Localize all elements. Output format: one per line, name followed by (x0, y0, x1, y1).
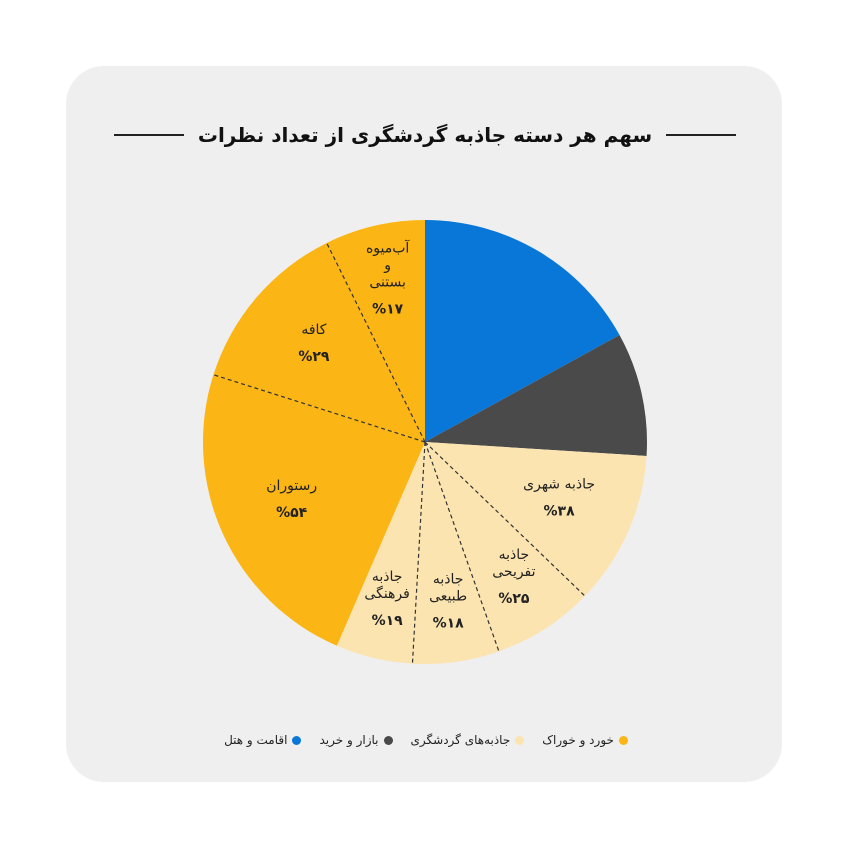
slice-percent-کافه: %۲۹ (298, 349, 330, 365)
slice-percent-جاذبه-تفریحی: %۲۵ (498, 591, 530, 607)
sub-slice-divider-4 (424, 441, 500, 652)
legend-item-food: خورد و خوراک (542, 733, 628, 747)
slice-percent-جاذبه-فرهنگی: %۱۹ (372, 613, 404, 629)
title-rule-left (113, 134, 184, 136)
legend-swatch-shopping (383, 735, 393, 745)
title-rule-right (666, 134, 736, 136)
pie-slice-0 (425, 220, 620, 442)
slice-label-group-7: کافه %۲۹ (298, 322, 330, 365)
slice-percent-جاذبه-شهری: %۳۸ (544, 504, 576, 520)
pie-slice-1 (425, 335, 647, 456)
slice-label-جاذبه-طبیعی-1: طبیعی (429, 589, 467, 605)
pie-slice-6 (203, 374, 425, 646)
legend-label-attractions: جاذبه‌های گردشگری (410, 733, 511, 747)
sub-slice-divider-5 (411, 441, 426, 664)
legend-item-shopping: بازار و خرید (319, 733, 393, 747)
slice-label-group-6: رستوران %۵۴ (266, 478, 317, 521)
chart-legend: خورد و خوراک جاذبه‌های گردشگری بازار و خ… (206, 730, 646, 750)
slice-label-آب‌میوه-و-بستنی-0: آب‌میوه (366, 240, 410, 257)
legend-label-shopping: بازار و خرید (319, 733, 379, 747)
slice-label-جاذبه-فرهنگی-1: فرهنگی (364, 585, 409, 602)
sub-slice-divider-8 (326, 242, 426, 443)
legend-item-hotel: اقامت و هتل (224, 733, 302, 747)
pie-slice-7 (213, 242, 425, 442)
pie-slice-3 (425, 442, 585, 652)
pie-slice-5 (336, 442, 425, 664)
sub-slice-divider-7 (213, 374, 426, 443)
chart-title: سهم هر دسته جاذبه گردشگری از تعداد نظرات (197, 123, 653, 147)
legend-swatch-food (618, 735, 628, 745)
pie-slice-8 (326, 220, 425, 442)
slice-label-آب‌میوه-و-بستنی-2: بستنی (369, 275, 406, 291)
slice-label-رستوران-0: رستوران (266, 478, 317, 494)
slice-label-جاذبه-تفریحی-1: تفریحی (492, 564, 535, 580)
slice-percent-رستوران: %۵۴ (276, 505, 308, 521)
legend-item-attractions: جاذبه‌های گردشگری (411, 733, 525, 747)
pie-slice-2 (425, 442, 647, 596)
slice-label-جاذبه-فرهنگی-0: جاذبه (372, 569, 403, 585)
slice-label-کافه-0: کافه (301, 322, 326, 338)
pie-slice-4 (412, 442, 499, 664)
slice-label-آب‌میوه-و-بستنی-1: و (383, 258, 391, 274)
slice-label-group-2: جاذبه شهری %۳۸ (523, 477, 595, 520)
chart-title-row: سهم هر دسته جاذبه گردشگری از تعداد نظرات (113, 118, 736, 152)
slice-label-جاذبه-شهری-0: جاذبه شهری (523, 477, 595, 493)
sub-slice-divider-3 (424, 441, 586, 597)
legend-swatch-attractions (515, 735, 525, 745)
legend-label-food: خورد و خوراک (542, 733, 614, 747)
slice-label-جاذبه-تفریحی-0: جاذبه (499, 547, 530, 563)
slice-percent-جاذبه-طبیعی: %۱۸ (433, 616, 465, 632)
legend-label-hotel: اقامت و هتل (224, 733, 288, 747)
slice-label-جاذبه-طبیعی-0: جاذبه (433, 572, 464, 588)
slice-percent-آب‌میوه-و-بستنی: %۱۷ (372, 302, 404, 318)
legend-swatch-hotel (292, 735, 302, 745)
